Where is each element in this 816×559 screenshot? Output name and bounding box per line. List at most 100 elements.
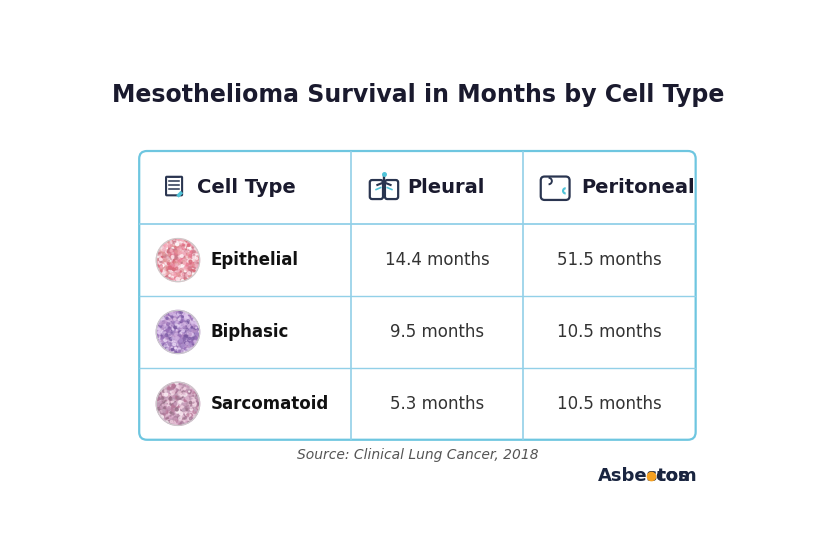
Circle shape [160,333,162,335]
Circle shape [158,340,161,342]
Circle shape [166,272,168,274]
Circle shape [164,414,166,416]
Circle shape [162,333,165,335]
Circle shape [187,396,189,399]
Circle shape [161,322,163,324]
Circle shape [171,248,174,250]
Circle shape [166,276,169,279]
Circle shape [189,409,192,411]
Circle shape [182,414,184,416]
Circle shape [165,323,167,325]
Circle shape [197,336,198,337]
Circle shape [187,409,189,410]
Circle shape [194,336,196,338]
Circle shape [180,413,183,415]
Circle shape [169,259,171,262]
Circle shape [184,395,187,397]
Circle shape [175,323,177,324]
Circle shape [196,329,197,331]
Circle shape [195,404,197,407]
Circle shape [175,394,177,396]
Circle shape [185,253,188,255]
Circle shape [157,403,160,406]
Circle shape [183,418,185,420]
Circle shape [185,243,188,246]
Circle shape [172,328,175,330]
Circle shape [180,398,182,401]
Circle shape [164,414,167,416]
Circle shape [181,405,184,408]
Circle shape [182,260,185,264]
Circle shape [164,327,167,330]
Circle shape [173,421,175,423]
Circle shape [159,270,161,272]
Circle shape [174,402,177,405]
Circle shape [163,416,166,419]
Circle shape [183,254,185,257]
Circle shape [175,245,178,248]
Circle shape [179,349,181,352]
Circle shape [181,389,183,391]
Circle shape [188,275,191,277]
Circle shape [197,266,199,268]
Circle shape [188,259,191,263]
Circle shape [195,411,198,414]
Circle shape [189,401,192,404]
Circle shape [172,253,174,255]
Circle shape [166,263,170,266]
Circle shape [182,416,184,418]
Circle shape [172,394,173,395]
Circle shape [157,399,158,401]
Circle shape [178,386,180,389]
Circle shape [175,395,177,396]
Circle shape [157,260,158,262]
Circle shape [195,257,197,259]
Circle shape [179,241,182,244]
Circle shape [195,321,198,324]
Circle shape [186,257,188,259]
Circle shape [175,342,178,344]
Circle shape [180,320,182,323]
Circle shape [173,341,175,343]
Circle shape [175,330,177,332]
Circle shape [187,266,188,267]
Circle shape [192,337,194,340]
Circle shape [171,393,174,396]
Circle shape [171,324,173,327]
Circle shape [193,335,196,338]
Circle shape [161,270,162,272]
Circle shape [168,324,171,326]
Circle shape [188,266,191,269]
Circle shape [194,245,195,247]
Circle shape [194,393,197,395]
Circle shape [181,391,184,394]
Circle shape [186,333,189,335]
Circle shape [166,262,169,264]
Circle shape [176,410,179,413]
Circle shape [159,338,162,341]
Circle shape [170,263,172,265]
Circle shape [178,385,180,387]
Circle shape [194,329,197,332]
Circle shape [172,343,174,345]
Circle shape [196,260,198,263]
Circle shape [184,419,186,421]
Circle shape [186,405,188,406]
Circle shape [177,244,179,246]
Circle shape [196,325,198,327]
Circle shape [175,325,178,328]
Circle shape [170,245,172,247]
Circle shape [161,396,163,398]
Circle shape [178,390,180,392]
Circle shape [167,387,171,390]
Circle shape [160,334,163,337]
Circle shape [171,244,174,247]
Circle shape [196,409,197,410]
Circle shape [180,255,183,257]
Circle shape [178,351,180,353]
Circle shape [175,260,177,263]
Circle shape [180,318,182,320]
Circle shape [171,276,175,279]
Circle shape [158,399,162,402]
Circle shape [188,247,191,249]
